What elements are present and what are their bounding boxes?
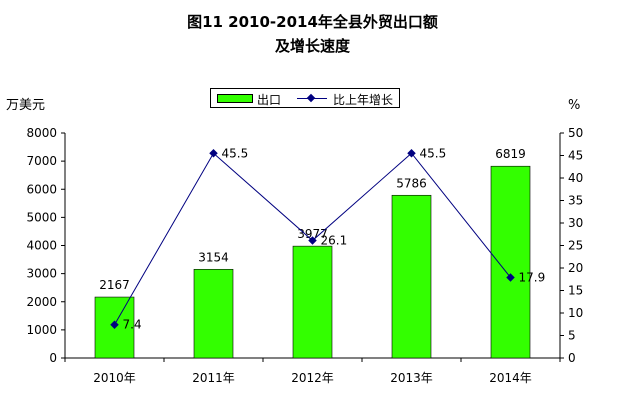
legend: 出口 比上年增长 (210, 88, 400, 108)
line-marker (506, 273, 515, 282)
left-axis-tick-label: 1000 (26, 323, 57, 337)
bar-data-label: 3977 (297, 227, 328, 241)
line-data-label: 26.1 (321, 234, 348, 248)
line-data-label: 17.9 (519, 270, 546, 284)
right-axis-tick-label: 50 (568, 126, 583, 140)
bar-export (193, 268, 234, 359)
x-axis-tick-label: 2013年 (390, 371, 433, 385)
chart-title-line1: 图11 2010-2014年全县外贸出口额 (187, 13, 438, 31)
right-axis-tick-label: 25 (568, 239, 583, 253)
legend-bar-swatch (217, 94, 253, 103)
right-axis-tick-label: 10 (568, 306, 583, 320)
left-axis-tick-label: 6000 (26, 182, 57, 196)
line-marker (209, 149, 218, 158)
left-axis-tick-label: 0 (49, 351, 57, 365)
left-axis-tick-label: 3000 (26, 267, 57, 281)
right-axis-tick-label: 45 (568, 149, 583, 163)
right-axis-tick-label: 5 (568, 329, 576, 343)
left-axis-tick-label: 2000 (26, 295, 57, 309)
x-axis-tick-label: 2014年 (489, 371, 532, 385)
left-axis-tick-label: 5000 (26, 210, 57, 224)
right-axis-tick-label: 30 (568, 216, 583, 230)
bar-data-label: 3154 (198, 250, 229, 264)
right-axis-tick-label: 20 (568, 261, 583, 275)
line-marker (110, 320, 119, 329)
legend-label-growth: 比上年增长 (333, 93, 394, 107)
left-axis-tick-label: 4000 (26, 239, 57, 253)
bar-export (292, 245, 333, 359)
right-axis-tick-label: 35 (568, 194, 583, 208)
bar-data-label: 2167 (99, 278, 130, 292)
x-axis-tick-label: 2011年 (192, 371, 235, 385)
line-data-label: 45.5 (222, 146, 249, 160)
chart-title-line2: 及增长速度 (274, 37, 350, 55)
right-axis-unit: % (568, 98, 581, 113)
right-axis-tick-label: 0 (568, 351, 576, 365)
left-axis-tick-label: 8000 (26, 126, 57, 140)
right-axis-tick-label: 40 (568, 171, 583, 185)
bar-data-label: 6819 (495, 147, 526, 161)
x-axis-tick-label: 2012年 (291, 371, 334, 385)
bar-export (391, 194, 432, 359)
left-axis-unit: 万美元 (6, 98, 46, 113)
bar-export (490, 165, 531, 359)
line-data-label: 7.4 (123, 318, 142, 332)
bar-data-label: 5786 (396, 176, 427, 190)
line-marker (308, 236, 317, 245)
right-axis-tick-label: 15 (568, 284, 583, 298)
left-axis-tick-label: 7000 (26, 154, 57, 168)
legend-label-export: 出口 (257, 93, 282, 107)
line-data-label: 45.5 (420, 146, 447, 160)
x-axis-tick-label: 2010年 (93, 371, 136, 385)
line-marker (407, 149, 416, 158)
